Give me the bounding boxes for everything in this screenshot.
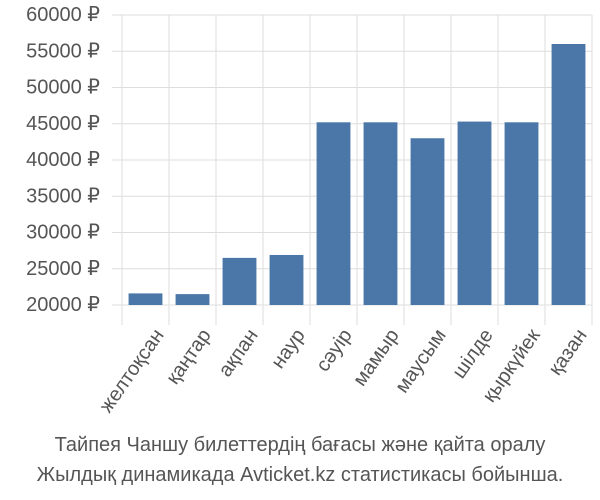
- bar-4: [269, 254, 304, 305]
- y-tick-label: 30000 ₽: [26, 222, 100, 244]
- bar-10: [551, 44, 586, 305]
- x-tick-label: шілде: [448, 325, 498, 383]
- bar-8: [457, 121, 492, 305]
- y-tick-label: 25000 ₽: [26, 258, 100, 280]
- x-tick-label: қазан: [544, 325, 591, 379]
- grid-lines: [112, 14, 593, 325]
- bar-9: [504, 122, 539, 305]
- bar-7: [410, 138, 445, 305]
- bar-6: [363, 122, 398, 305]
- y-tick-label: 50000 ₽: [26, 77, 100, 99]
- y-axis: 20000 ₽ 25000 ₽ 30000 ₽ 35000 ₽ 40000 ₽ 45000…: [26, 4, 100, 316]
- x-tick-label: наур: [267, 325, 310, 373]
- bar-1: [128, 293, 163, 305]
- chart-caption-line-1: Тайпея Чаншу билеттердің бағасы және қай…: [54, 434, 546, 456]
- bar-chart: 20000 ₽ 25000 ₽ 30000 ₽ 35000 ₽ 40000 ₽ 45000…: [26, 4, 593, 417]
- chart-caption-line-2: Жылдық динамикада Avticket.kz статистика…: [36, 464, 564, 486]
- y-tick-label: 40000 ₽: [26, 149, 100, 171]
- bar-5: [316, 122, 351, 305]
- y-tick-label: 60000 ₽: [26, 4, 100, 26]
- y-tick-label: 35000 ₽: [26, 185, 100, 207]
- y-tick-label: 55000 ₽: [26, 40, 100, 62]
- bars: [128, 44, 586, 305]
- x-tick-label: сәуір: [312, 325, 357, 376]
- y-tick-label: 20000 ₽: [26, 294, 100, 316]
- x-tick-label: ақпан: [214, 325, 262, 381]
- y-tick-label: 45000 ₽: [26, 113, 100, 135]
- bar-2: [175, 294, 210, 305]
- x-tick-label: желтоқсан: [95, 325, 168, 417]
- bar-3: [222, 257, 257, 305]
- x-tick-label: қаңтар: [162, 325, 216, 388]
